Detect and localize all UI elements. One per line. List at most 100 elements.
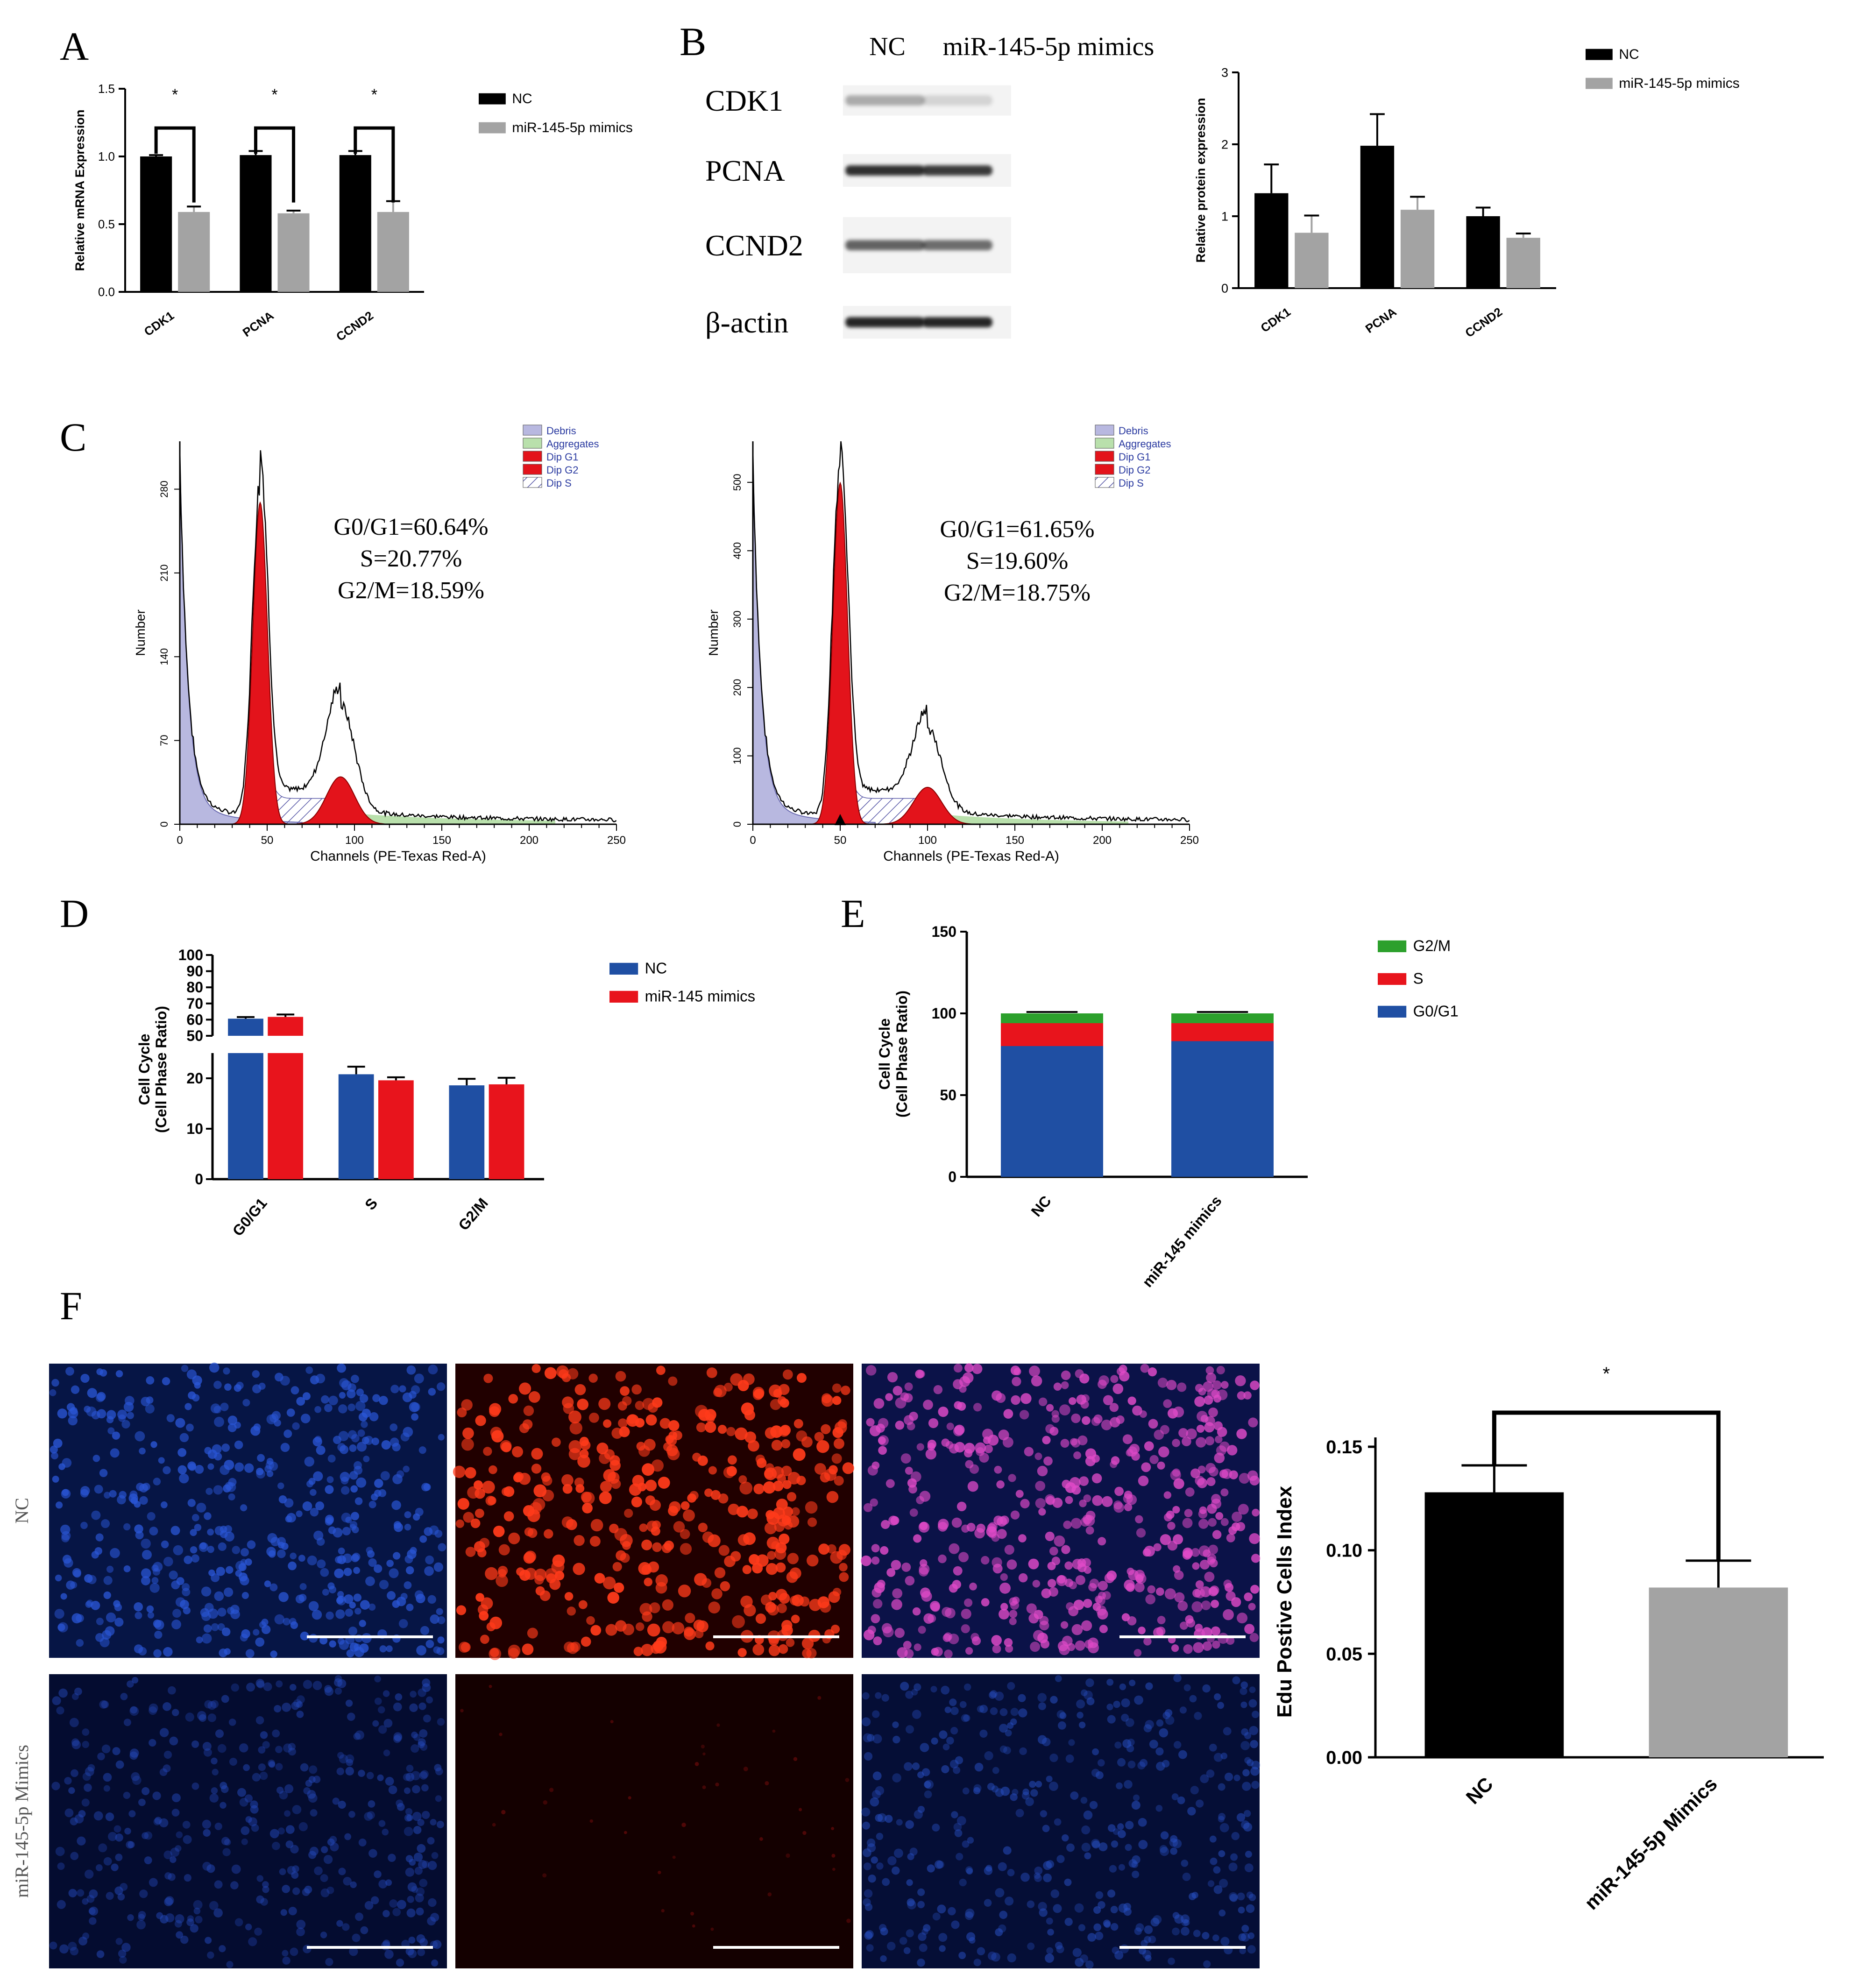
cell-nucleus bbox=[705, 1421, 716, 1433]
cell-nucleus bbox=[619, 1534, 633, 1547]
cell-nucleus bbox=[752, 1390, 763, 1401]
cell-nucleus bbox=[617, 1401, 627, 1411]
cell-nucleus bbox=[163, 1764, 171, 1773]
x-tick-label: 250 bbox=[607, 834, 626, 847]
cell-nucleus bbox=[269, 1583, 278, 1592]
cell-nucleus bbox=[342, 1527, 351, 1535]
cell-nucleus bbox=[304, 1885, 312, 1894]
cell-nucleus bbox=[284, 1498, 294, 1508]
cell-nucleus bbox=[917, 1958, 925, 1967]
cell-nucleus bbox=[1244, 1624, 1255, 1634]
cell-nucleus bbox=[685, 1613, 695, 1623]
cell-nucleus bbox=[1173, 1478, 1184, 1489]
y-axis-title: Relative protein expression bbox=[1194, 98, 1208, 263]
cell-nucleus bbox=[277, 1482, 284, 1489]
cell-nucleus bbox=[713, 1387, 723, 1397]
cell-nucleus bbox=[145, 1404, 155, 1414]
cell-nucleus bbox=[224, 1525, 233, 1533]
cell-nucleus bbox=[211, 1757, 218, 1765]
cell-nucleus bbox=[1061, 1381, 1069, 1389]
cell-nucleus bbox=[347, 1403, 356, 1412]
cell-nucleus bbox=[497, 1565, 508, 1576]
cell-nucleus bbox=[696, 1422, 706, 1432]
cell-nucleus bbox=[1095, 1931, 1104, 1940]
cell-nucleus bbox=[340, 1486, 350, 1495]
cell-nucleus bbox=[1248, 1417, 1258, 1428]
cell-nucleus bbox=[1034, 1874, 1042, 1882]
cell-nucleus bbox=[302, 1501, 312, 1511]
cell-nucleus bbox=[627, 1415, 637, 1424]
cell-nucleus bbox=[977, 1947, 985, 1956]
cell-nucleus bbox=[332, 1797, 340, 1805]
cell-nucleus bbox=[335, 1609, 345, 1619]
y-tick-label: 0 bbox=[948, 1168, 956, 1185]
x-tick-label: 200 bbox=[1093, 834, 1112, 847]
legend-a-label: miR-145-5p mimics bbox=[512, 120, 632, 135]
cell-nucleus bbox=[80, 1486, 90, 1496]
cell-nucleus bbox=[953, 1566, 963, 1576]
x-tick-label: CDK1 bbox=[1258, 304, 1293, 335]
legend-e-label: G2/M bbox=[1413, 937, 1451, 955]
cell-nucleus bbox=[340, 1472, 350, 1482]
cell-nucleus bbox=[702, 1752, 706, 1755]
cell-nucleus bbox=[1066, 1843, 1075, 1852]
cell-nucleus bbox=[871, 1556, 880, 1565]
cell-nucleus bbox=[109, 1490, 117, 1498]
cell-nucleus bbox=[743, 1766, 748, 1771]
cell-nucleus bbox=[164, 1872, 172, 1880]
cell-nucleus bbox=[409, 1703, 418, 1712]
cell-nucleus bbox=[1165, 1716, 1175, 1725]
cell-nucleus bbox=[956, 1853, 963, 1861]
cell-nucleus bbox=[1098, 1537, 1106, 1546]
cell-nucleus bbox=[256, 1875, 264, 1882]
cell-nucleus bbox=[1211, 1626, 1221, 1636]
micrograph bbox=[453, 1364, 854, 1660]
cell-nucleus bbox=[420, 1626, 430, 1635]
cell-nucleus bbox=[568, 1448, 581, 1460]
cell-nucleus bbox=[298, 1822, 308, 1832]
dip-g2-area bbox=[296, 776, 385, 825]
cell-nucleus bbox=[642, 1611, 652, 1622]
cell-nucleus bbox=[1083, 1599, 1092, 1608]
cell-nucleus bbox=[974, 1762, 984, 1772]
cell-nucleus bbox=[891, 1560, 901, 1571]
cell-nucleus bbox=[154, 1630, 163, 1639]
cell-nucleus bbox=[1208, 1544, 1218, 1555]
cell-nucleus bbox=[989, 1691, 997, 1699]
cell-nucleus bbox=[567, 1606, 576, 1616]
flow-legend-swatch bbox=[523, 477, 542, 488]
cell-nucleus bbox=[865, 1930, 874, 1939]
cell-nucleus bbox=[409, 1402, 419, 1412]
cell-nucleus bbox=[438, 1434, 445, 1441]
cell-nucleus bbox=[260, 1898, 268, 1906]
cell-nucleus bbox=[1172, 1439, 1180, 1447]
cell-nucleus bbox=[168, 1873, 176, 1881]
cell-nucleus bbox=[405, 1808, 413, 1816]
cell-nucleus bbox=[1209, 1835, 1217, 1843]
bar bbox=[240, 155, 272, 292]
stacked-bar-segment bbox=[1001, 1046, 1103, 1177]
cell-nucleus bbox=[385, 1776, 394, 1786]
cell-nucleus bbox=[434, 1764, 442, 1772]
cell-nucleus bbox=[778, 1396, 786, 1405]
cell-nucleus bbox=[141, 1576, 150, 1585]
cell-nucleus bbox=[1157, 1461, 1165, 1470]
cell-nucleus bbox=[519, 1423, 530, 1433]
cell-nucleus bbox=[405, 1868, 415, 1877]
stacked-bar-segment bbox=[1001, 1013, 1103, 1023]
cell-nucleus bbox=[603, 1419, 612, 1428]
x-tick-label: G0/G1 bbox=[229, 1195, 270, 1239]
cell-nucleus bbox=[415, 1893, 424, 1903]
cell-nucleus bbox=[1091, 1454, 1100, 1463]
cell-nucleus bbox=[368, 1603, 376, 1611]
cell-nucleus bbox=[927, 1864, 935, 1873]
cell-nucleus bbox=[405, 1566, 414, 1575]
cell-nucleus bbox=[181, 1365, 189, 1372]
cell-nucleus bbox=[771, 1440, 783, 1451]
cell-nucleus bbox=[430, 1913, 439, 1922]
cell-nucleus bbox=[1081, 1825, 1091, 1835]
cell-nucleus bbox=[292, 1422, 300, 1430]
cell-nucleus bbox=[308, 1851, 317, 1859]
cell-nucleus bbox=[1209, 1585, 1219, 1595]
cell-nucleus bbox=[382, 1828, 389, 1836]
